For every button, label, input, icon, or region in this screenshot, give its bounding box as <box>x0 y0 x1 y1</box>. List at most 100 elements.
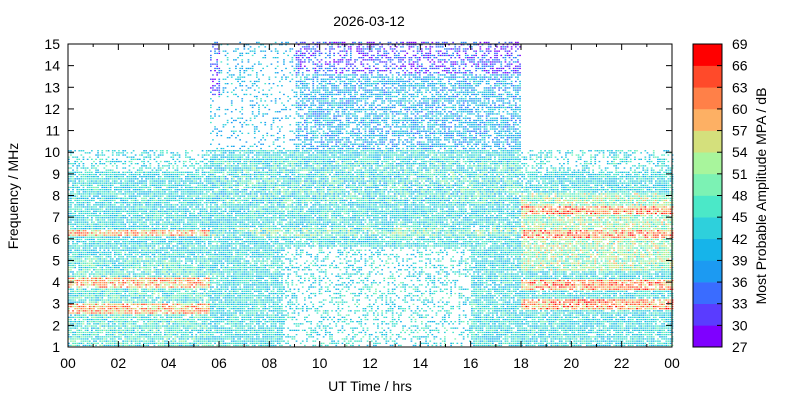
heatmap-cell <box>157 219 160 221</box>
heatmap-cell <box>122 310 124 312</box>
heatmap-cell <box>130 219 133 221</box>
heatmap-cell <box>72 228 74 230</box>
heatmap-cell <box>168 204 170 206</box>
heatmap-cell <box>185 249 187 251</box>
heatmap-cell <box>191 301 193 303</box>
heatmap-cell <box>164 334 166 336</box>
heatmap-cell <box>107 334 110 336</box>
heatmap-cell <box>132 279 135 282</box>
heatmap-cell <box>103 344 106 347</box>
heatmap-cell <box>118 275 120 277</box>
heatmap-cell <box>109 299 112 301</box>
heatmap-cell <box>103 340 106 342</box>
heatmap-cell <box>118 221 120 223</box>
heatmap-cell <box>201 230 204 232</box>
heatmap-cell <box>70 269 72 271</box>
heatmap-cell <box>70 262 72 264</box>
heatmap-cell <box>141 154 143 156</box>
heatmap-cell <box>97 184 99 186</box>
heatmap-cell <box>162 210 164 212</box>
heatmap-cell <box>170 297 173 299</box>
heatmap-cell <box>76 258 79 260</box>
heatmap-cell <box>170 197 173 199</box>
heatmap-cell <box>120 314 122 316</box>
heatmap-cell <box>130 173 133 176</box>
heatmap-cell <box>122 258 124 260</box>
heatmap-cell <box>159 219 162 221</box>
heatmap-cell <box>76 273 79 275</box>
heatmap-cell <box>93 316 95 318</box>
heatmap-cell <box>105 282 108 284</box>
heatmap-cell <box>153 180 156 182</box>
heatmap-cell <box>134 219 137 221</box>
heatmap-cell <box>126 275 129 277</box>
heatmap-cell <box>197 195 200 197</box>
heatmap-cell <box>182 160 185 163</box>
heatmap-cell <box>126 180 129 182</box>
heatmap-cell <box>139 245 141 247</box>
heatmap-cell <box>68 279 70 282</box>
heatmap-cell <box>84 253 87 256</box>
heatmap-cell <box>126 314 129 316</box>
heatmap-cell <box>78 232 81 234</box>
heatmap-cell <box>182 299 185 301</box>
heatmap-cell <box>74 295 76 297</box>
heatmap-cell <box>164 199 166 202</box>
heatmap-cell <box>176 327 179 329</box>
heatmap-cell <box>132 232 135 234</box>
heatmap-cell <box>120 176 122 178</box>
heatmap-cell <box>143 253 145 256</box>
heatmap-cell <box>122 204 124 206</box>
heatmap-cell <box>72 305 74 308</box>
heatmap-cell <box>141 165 143 167</box>
heatmap-cell <box>162 260 164 262</box>
heatmap-cell <box>182 312 185 314</box>
heatmap-cell <box>91 186 93 189</box>
heatmap-cell <box>82 323 85 325</box>
heatmap-cell <box>141 232 143 234</box>
heatmap-cell <box>103 212 106 215</box>
heatmap-cell <box>182 301 185 303</box>
heatmap-cell <box>128 173 131 176</box>
heatmap-cell <box>164 269 166 271</box>
heatmap-cell <box>114 253 116 256</box>
heatmap-cell <box>82 308 85 310</box>
heatmap-cell <box>176 316 179 318</box>
heatmap-cell <box>109 228 112 230</box>
heatmap-cell <box>139 158 141 160</box>
heatmap-cell <box>82 236 85 238</box>
heatmap-cell <box>93 234 95 236</box>
heatmap-cell <box>189 256 191 258</box>
heatmap-cell <box>191 212 193 215</box>
heatmap-cell <box>139 217 141 219</box>
heatmap-cell <box>134 282 137 284</box>
heatmap-cell <box>111 206 114 208</box>
heatmap-cell <box>74 236 76 238</box>
heatmap-cell <box>143 184 145 186</box>
heatmap-cell <box>193 318 195 321</box>
heatmap-cell <box>78 197 81 199</box>
heatmap-cell <box>78 316 81 318</box>
heatmap-cell <box>120 210 122 212</box>
heatmap-cell <box>149 199 152 202</box>
heatmap-cell <box>168 310 170 312</box>
heatmap-cell <box>120 199 122 202</box>
heatmap-cell <box>84 299 87 301</box>
heatmap-cell <box>172 241 175 243</box>
heatmap-cell <box>122 266 124 269</box>
heatmap-cell <box>153 321 156 323</box>
heatmap-cell <box>124 173 127 176</box>
heatmap-cell <box>91 271 93 273</box>
heatmap-cell <box>95 334 97 336</box>
heatmap-cell <box>132 158 135 160</box>
heatmap-cell <box>101 189 104 191</box>
heatmap-cell <box>118 249 120 251</box>
heatmap-cell <box>107 279 110 282</box>
heatmap-cell <box>141 340 143 342</box>
heatmap-cell <box>86 277 89 279</box>
heatmap-cell <box>80 262 83 264</box>
heatmap-cell <box>191 327 193 329</box>
heatmap-cell <box>97 295 99 297</box>
heatmap-cell <box>118 316 120 318</box>
heatmap-cell <box>86 310 89 312</box>
